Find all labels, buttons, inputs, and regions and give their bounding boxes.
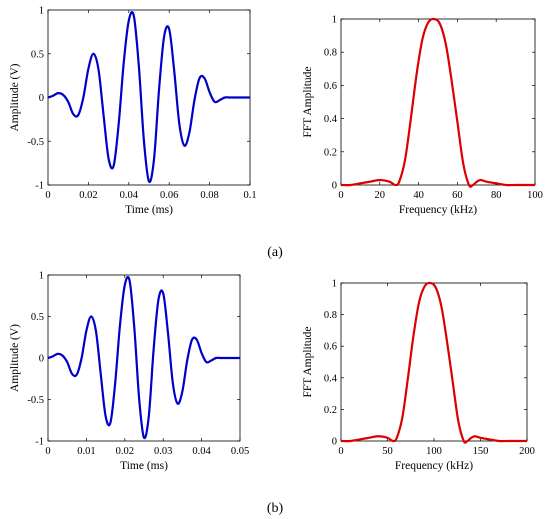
y-tick-label: 0 xyxy=(39,93,44,104)
y-axis-title: Amplitude (V) xyxy=(9,324,21,392)
x-tick-label: 0 xyxy=(45,190,50,201)
x-tick-label: 20 xyxy=(375,190,386,201)
x-axis-title: Time (ms) xyxy=(125,204,173,216)
x-tick-label: 0.03 xyxy=(154,446,172,457)
series-line xyxy=(47,10,250,184)
y-tick-label: 0.4 xyxy=(324,114,338,125)
y-tick-label: 0.5 xyxy=(31,312,44,323)
plot-frame xyxy=(47,9,251,186)
x-axis-title: Frequency (kHz) xyxy=(399,204,477,216)
y-tick-label: 0.2 xyxy=(324,147,337,158)
x-tick-label: 150 xyxy=(473,446,489,457)
x-tick-label: 100 xyxy=(527,190,543,201)
x-tick-label: 0.1 xyxy=(243,190,256,201)
series-line xyxy=(47,275,240,440)
y-tick-label: 0.8 xyxy=(324,310,337,321)
x-tick-label: 0.02 xyxy=(116,446,134,457)
plot-frame xyxy=(340,282,528,442)
x-tick-label: 60 xyxy=(452,190,463,201)
series-line xyxy=(340,281,527,444)
x-tick-label: 200 xyxy=(519,446,535,457)
y-axis-title: FFT Amplitude xyxy=(302,326,314,397)
y-tick-label: 0.2 xyxy=(324,405,337,416)
x-tick-label: 0.02 xyxy=(79,190,97,201)
y-tick-label: 0 xyxy=(332,181,337,192)
x-tick-label: 50 xyxy=(382,446,393,457)
y-axis-title: FFT Amplitude xyxy=(302,66,314,137)
x-tick-label: 0.08 xyxy=(200,190,218,201)
x-tick-label: 0 xyxy=(45,446,50,457)
x-axis-title: Frequency (kHz) xyxy=(395,460,473,472)
x-tick-label: 0.04 xyxy=(120,190,139,201)
y-tick-label: 0 xyxy=(39,354,44,365)
chart-panel: 0 20 40 60 80 100 0 0.2 0.4 0.6 0.8 1 Frequency (kHz… xyxy=(302,15,543,217)
plot-frame xyxy=(340,18,536,186)
x-tick-label: 100 xyxy=(426,446,442,457)
y-axis-title: Amplitude (V) xyxy=(9,63,21,131)
y-tick-label: 0.4 xyxy=(324,373,338,384)
plot-frame xyxy=(47,274,241,442)
y-tick-label: 1 xyxy=(39,271,44,282)
y-tick-label: 0.6 xyxy=(324,81,337,92)
x-tick-label: 0.04 xyxy=(192,446,211,457)
x-axis-title: Time (ms) xyxy=(120,460,168,472)
chart-panel: 0 50 100 150 200 0 0.2 0.4 0.6 0.8 1 Frequency (kHz… xyxy=(302,279,535,473)
y-tick-label: 1 xyxy=(332,279,337,290)
series-line xyxy=(340,17,535,188)
chart-panel: 0 0.02 0.04 0.06 0.08 0.1 -1 -0.5 0 0.5 1 Time (ms)… xyxy=(9,6,257,217)
x-tick-label: 80 xyxy=(491,190,502,201)
x-tick-label: 0 xyxy=(338,190,343,201)
panel-label-b: (b) xyxy=(267,501,284,516)
y-tick-label: 0 xyxy=(332,437,337,448)
x-tick-label: 0 xyxy=(338,446,343,457)
x-tick-label: 0.05 xyxy=(231,446,249,457)
y-tick-label: 0.5 xyxy=(31,49,44,60)
y-tick-label: 1 xyxy=(332,15,337,26)
x-tick-label: 40 xyxy=(413,190,424,201)
x-tick-label: 0.06 xyxy=(160,190,178,201)
x-tick-label: 0.01 xyxy=(77,446,95,457)
panel-label-a: (a) xyxy=(267,245,283,260)
y-tick-label: -0.5 xyxy=(27,395,44,406)
y-tick-label: -0.5 xyxy=(27,137,44,148)
y-tick-label: -1 xyxy=(35,437,44,448)
y-tick-label: 1 xyxy=(39,6,44,17)
chart-panel: 0 0.01 0.02 0.03 0.04 0.05 -1 -0.5 0 0.5 1 Time (ms… xyxy=(9,271,249,473)
y-tick-label: -1 xyxy=(35,181,44,192)
y-tick-label: 0.8 xyxy=(324,48,337,59)
y-tick-label: 0.6 xyxy=(324,342,337,353)
